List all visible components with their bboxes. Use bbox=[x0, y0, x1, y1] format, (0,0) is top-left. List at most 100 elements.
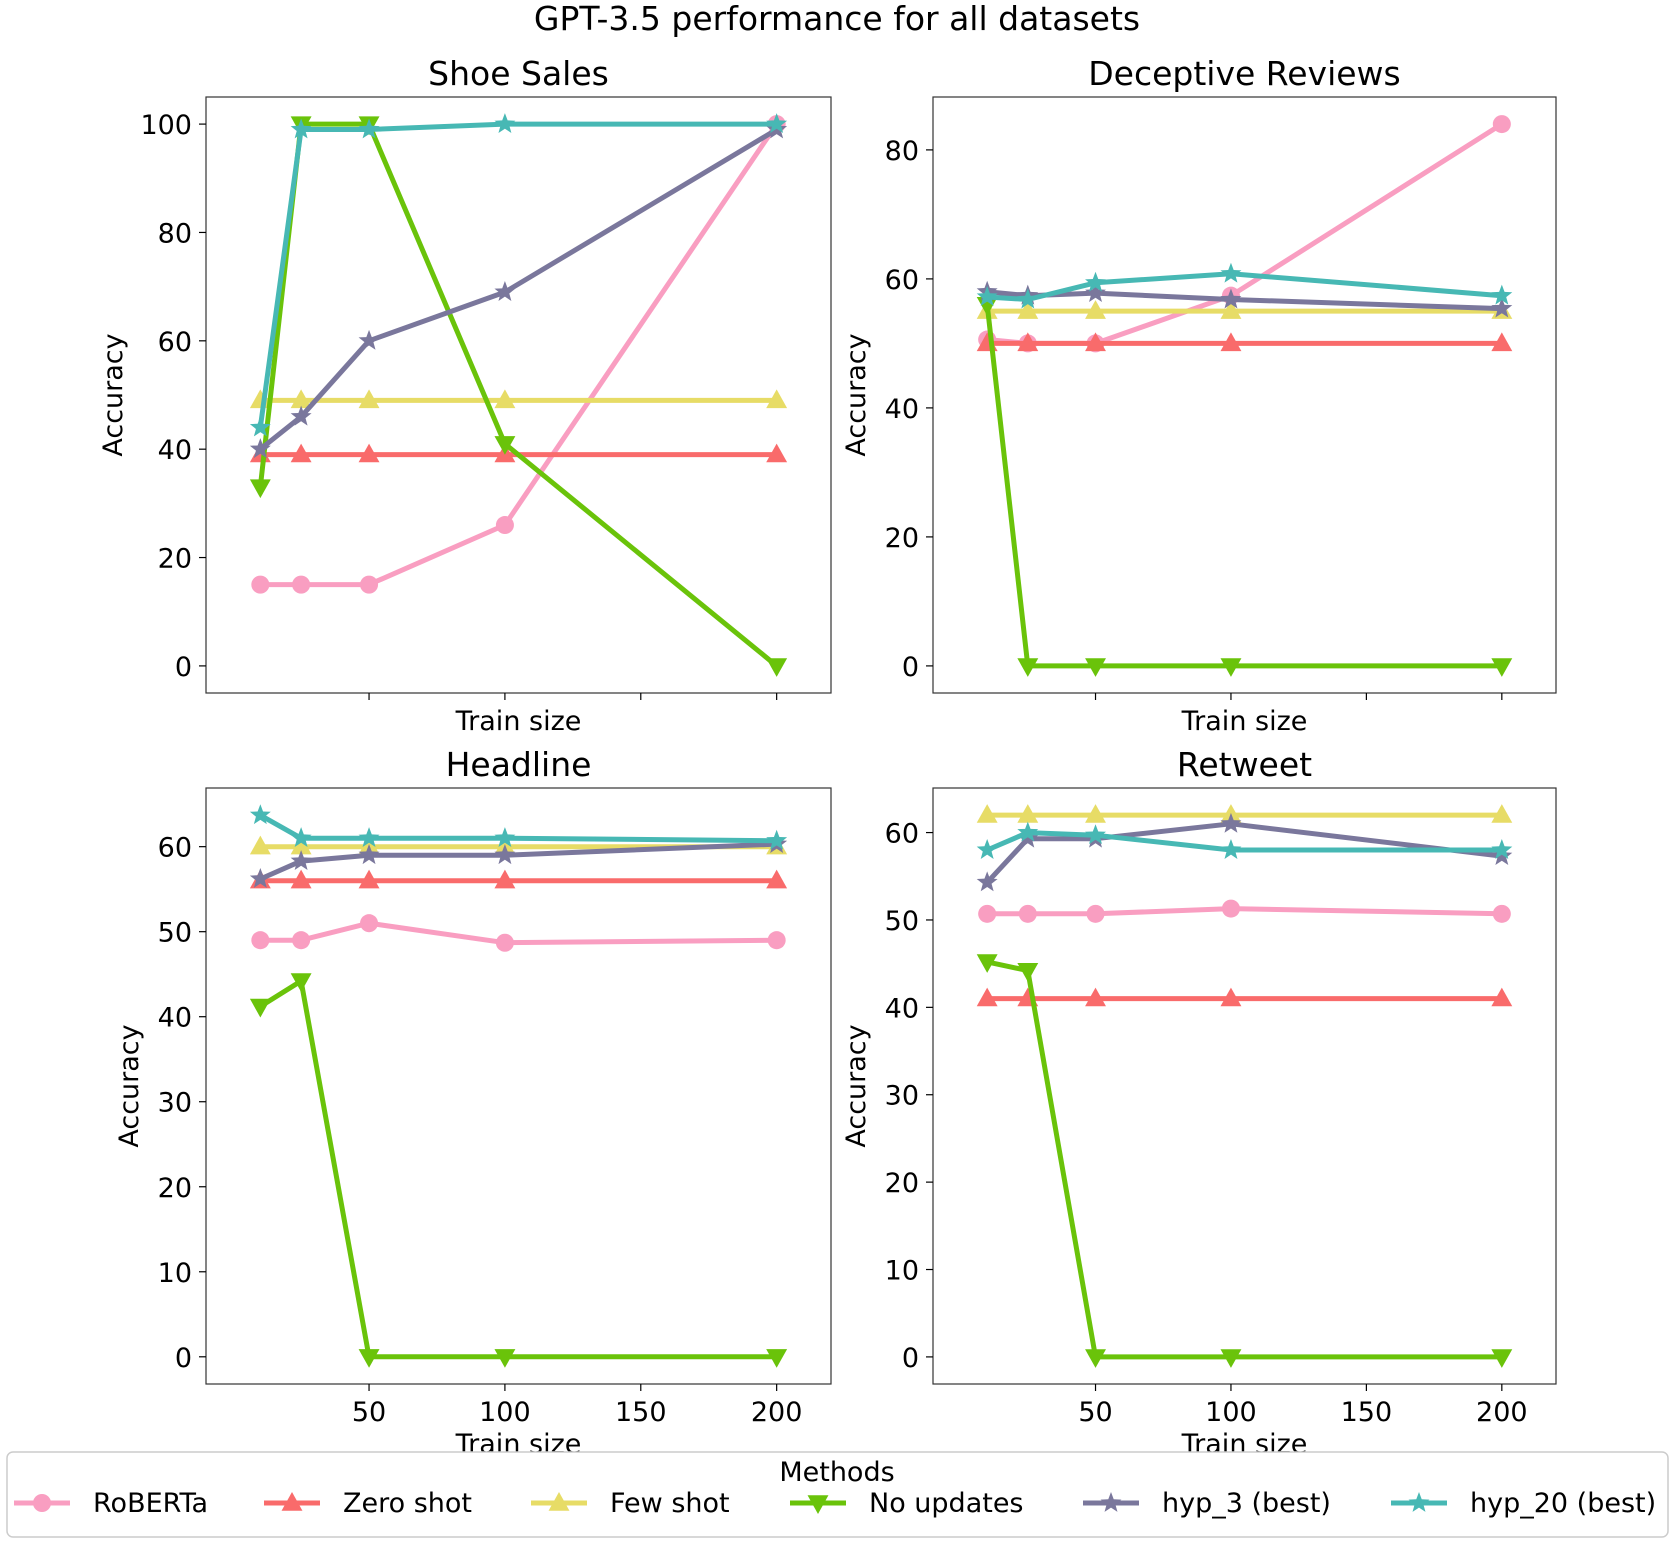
data-point bbox=[249, 998, 271, 1018]
data-point bbox=[766, 389, 788, 409]
legend-item-hyp-3-best: hyp_3 (best) bbox=[1083, 1488, 1331, 1519]
data-point bbox=[358, 389, 380, 409]
y-tick-label: 60 bbox=[158, 833, 192, 864]
data-point bbox=[766, 1349, 788, 1368]
y-axis-label: Accuracy bbox=[841, 1024, 872, 1147]
data-point bbox=[1220, 288, 1242, 309]
y-tick-label: 20 bbox=[158, 544, 192, 575]
data-point bbox=[358, 844, 380, 865]
panel-deceptive-reviews: Deceptive Reviews 0 20 40 60 80 Train size Accu… bbox=[841, 54, 1557, 737]
data-point bbox=[1018, 904, 1037, 923]
data-point bbox=[360, 914, 379, 933]
y-tick-label: 60 bbox=[885, 819, 919, 850]
data-point bbox=[290, 118, 312, 139]
data-point bbox=[290, 389, 312, 409]
y-tick-label: 10 bbox=[158, 1258, 192, 1289]
legend-marker bbox=[548, 1492, 570, 1511]
data-point bbox=[1085, 824, 1106, 845]
data-point bbox=[766, 658, 788, 677]
y-tick-label: 40 bbox=[158, 1003, 192, 1034]
data-point bbox=[292, 931, 311, 950]
y-axis-label: Accuracy bbox=[98, 333, 129, 456]
data-point bbox=[1491, 845, 1513, 866]
data-point bbox=[1017, 962, 1039, 982]
y-tick-label: 40 bbox=[885, 394, 919, 425]
series-hyp-20-best bbox=[249, 113, 788, 437]
panel-title: Shoe Sales bbox=[428, 54, 609, 93]
x-tick-label: 100 bbox=[479, 1397, 531, 1428]
data-point bbox=[976, 285, 998, 306]
data-point bbox=[1220, 262, 1242, 283]
legend-item-no-updates: No updates bbox=[790, 1488, 1024, 1519]
series-zero-shot bbox=[249, 869, 788, 889]
data-point bbox=[1085, 271, 1106, 292]
data-point bbox=[1491, 332, 1513, 352]
data-point bbox=[249, 867, 271, 888]
data-point bbox=[495, 516, 514, 535]
series-roberta bbox=[251, 914, 786, 952]
legend-marker bbox=[807, 1495, 829, 1514]
legend-marker bbox=[32, 1493, 52, 1513]
data-point bbox=[290, 405, 312, 426]
legend-label: Zero shot bbox=[343, 1488, 472, 1519]
data-point bbox=[1491, 839, 1513, 859]
series-no-updates bbox=[249, 973, 788, 1368]
x-tick-label: 50 bbox=[352, 1397, 386, 1428]
data-point bbox=[249, 835, 271, 855]
data-point bbox=[290, 835, 312, 855]
legend-item-zero-shot: Zero shot bbox=[264, 1488, 472, 1519]
data-point bbox=[1220, 839, 1242, 859]
data-point bbox=[358, 329, 380, 350]
panel-title: Headline bbox=[446, 745, 592, 784]
y-tick-label: 80 bbox=[158, 218, 192, 249]
data-point bbox=[976, 839, 998, 859]
data-point bbox=[1086, 904, 1105, 923]
x-tick-label: 200 bbox=[751, 1397, 803, 1428]
data-point bbox=[1220, 658, 1242, 677]
y-axis-label: Accuracy bbox=[114, 1024, 145, 1147]
data-point bbox=[1492, 904, 1511, 923]
legend: Methods RoBERTa Zero shot Few shot No updat… bbox=[6, 1451, 1669, 1538]
panel-frame bbox=[932, 96, 1557, 694]
data-point bbox=[494, 436, 516, 455]
y-tick-label: 30 bbox=[158, 1088, 192, 1119]
data-point bbox=[1085, 332, 1106, 352]
data-point bbox=[1220, 1349, 1242, 1368]
legend-label: hyp_3 (best) bbox=[1162, 1488, 1331, 1519]
series-zero-shot bbox=[976, 332, 1513, 352]
data-point bbox=[1085, 987, 1106, 1007]
data-point bbox=[358, 827, 380, 848]
data-point bbox=[1220, 332, 1242, 352]
y-tick-label: 0 bbox=[902, 1343, 919, 1374]
data-point bbox=[976, 871, 998, 892]
x-tick-label: 200 bbox=[1476, 1397, 1528, 1428]
data-point bbox=[290, 850, 312, 871]
y-tick-label: 40 bbox=[158, 435, 192, 466]
data-point bbox=[1491, 658, 1513, 677]
data-point bbox=[290, 973, 312, 992]
series-hyp-20-best bbox=[249, 804, 788, 850]
data-point bbox=[1221, 899, 1240, 918]
legend-label: No updates bbox=[869, 1488, 1024, 1519]
data-point bbox=[1491, 297, 1513, 318]
x-tick-label: 50 bbox=[1078, 1397, 1112, 1428]
series-few-shot bbox=[249, 389, 788, 409]
data-point bbox=[358, 443, 380, 463]
y-tick-label: 20 bbox=[158, 1173, 192, 1204]
y-tick-label: 100 bbox=[140, 110, 192, 141]
data-point bbox=[290, 827, 312, 848]
x-axis-label: Train size bbox=[1181, 706, 1308, 737]
data-point bbox=[767, 931, 786, 950]
series-roberta bbox=[251, 115, 786, 594]
data-point bbox=[292, 575, 311, 594]
y-tick-label: 20 bbox=[885, 523, 919, 554]
data-point bbox=[976, 987, 998, 1007]
data-point bbox=[1017, 821, 1039, 842]
data-point bbox=[1220, 300, 1242, 319]
panel-title: Retweet bbox=[1177, 745, 1312, 784]
data-point bbox=[1085, 804, 1106, 823]
y-tick-label: 80 bbox=[885, 136, 919, 167]
